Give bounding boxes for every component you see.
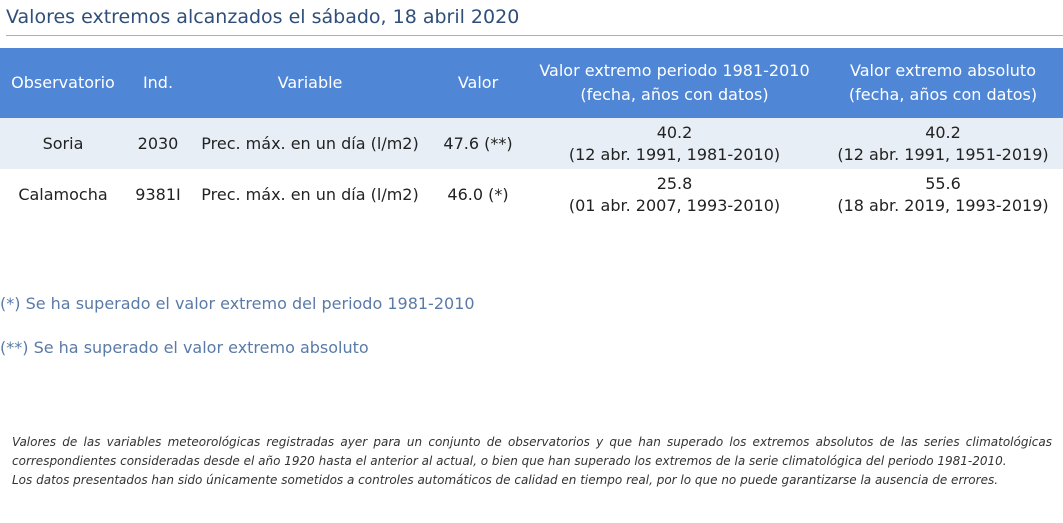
header-extremo-periodo-line1: Valor extremo periodo 1981-2010 xyxy=(539,61,810,80)
header-valor: Valor xyxy=(457,73,499,92)
cell-variable: Prec. máx. en un día (l/m2) xyxy=(201,133,419,153)
cell-periodo-valor: 40.2 xyxy=(656,122,693,142)
header-extremo-periodo-line2: (fecha, años con datos) xyxy=(580,85,769,104)
cell-extremo-absoluto: 40.2 (12 abr. 1991, 1951-2019) xyxy=(823,118,1063,169)
footer-disclaimer: Valores de las variables meteorológicas … xyxy=(12,433,1052,490)
cell-extremo-absoluto: 55.6 (18 abr. 2019, 1993-2019) xyxy=(823,169,1063,220)
extremes-table: Observatorio Ind. Variable Valor Valor e… xyxy=(0,48,1063,220)
page-title: Valores extremos alcanzados el sábado, 1… xyxy=(6,4,1063,36)
table-header-row: Observatorio Ind. Variable Valor Valor e… xyxy=(0,48,1063,118)
cell-absoluto-valor: 55.6 xyxy=(925,173,961,193)
cell-ind: 9381I xyxy=(135,184,181,204)
cell-periodo-valor: 25.8 xyxy=(656,173,693,193)
note-double-asterisk: (**) Se ha superado el valor extremo abs… xyxy=(0,338,369,357)
footer-line-1: Valores de las variables meteorológicas … xyxy=(12,435,1052,449)
cell-periodo-fecha: (12 abr. 1991, 1981-2010) xyxy=(568,144,781,164)
notes: (*) Se ha superado el valor extremo del … xyxy=(0,292,475,380)
cell-observatorio: Soria xyxy=(42,133,84,153)
header-extremo-absoluto-line1: Valor extremo absoluto xyxy=(850,61,1036,80)
cell-absoluto-valor: 40.2 xyxy=(925,122,961,142)
footer-line-3: Los datos presentados han sido únicament… xyxy=(12,473,999,487)
cell-valor: 46.0 (*) xyxy=(447,184,509,204)
cell-variable: Prec. máx. en un día (l/m2) xyxy=(201,184,419,204)
cell-extremo-periodo: 40.2 (12 abr. 1991, 1981-2010) xyxy=(526,118,823,169)
footer-line-2: correspondientes consideradas desde el a… xyxy=(12,454,1007,468)
cell-extremo-periodo: 25.8 (01 abr. 2007, 1993-2010) xyxy=(526,169,823,220)
cell-periodo-fecha: (01 abr. 2007, 1993-2010) xyxy=(568,195,781,215)
cell-observatorio: Calamocha xyxy=(18,184,108,204)
header-variable: Variable xyxy=(277,73,343,92)
cell-absoluto-fecha: (12 abr. 1991, 1951-2019) xyxy=(837,144,1049,164)
header-extremo-absoluto-line2: (fecha, años con datos) xyxy=(848,85,1038,104)
header-extremo-periodo: Valor extremo periodo 1981-2010 (fecha, … xyxy=(526,48,823,118)
header-extremo-absoluto: Valor extremo absoluto (fecha, años con … xyxy=(823,48,1063,118)
table-row: Soria 2030 Prec. máx. en un día (l/m2) 4… xyxy=(0,118,1063,169)
header-observatorio: Observatorio xyxy=(11,73,115,92)
note-single-asterisk: (*) Se ha superado el valor extremo del … xyxy=(0,294,475,313)
cell-valor: 47.6 (**) xyxy=(443,133,513,153)
header-ind: Ind. xyxy=(142,73,174,92)
cell-absoluto-fecha: (18 abr. 2019, 1993-2019) xyxy=(837,195,1049,215)
cell-ind: 2030 xyxy=(137,133,179,153)
table-row: Calamocha 9381I Prec. máx. en un día (l/… xyxy=(0,169,1063,220)
